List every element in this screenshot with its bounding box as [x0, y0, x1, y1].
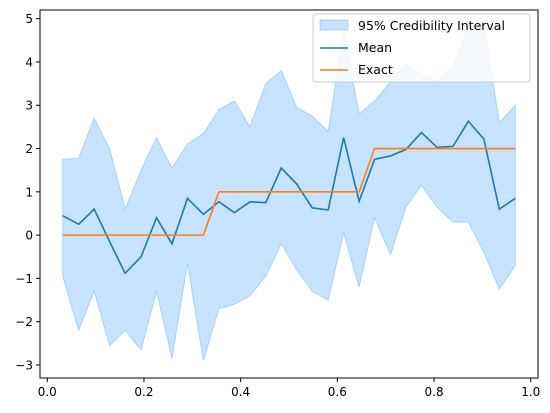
x-tick-label: 0.8 — [425, 385, 444, 399]
legend-label-exact: Exact — [358, 62, 393, 77]
axes-frame — [39, 9, 539, 379]
y-tick-label: 5 — [25, 12, 33, 26]
x-tick-label: 0.0 — [38, 385, 57, 399]
exact-line — [62, 147, 516, 236]
legend-label-mean: Mean — [358, 40, 392, 55]
legend-label-band: 95% Credibility Interval — [358, 18, 505, 33]
y-tick-label: −1 — [15, 272, 33, 286]
y-axis: −3 −2 −1 0 1 2 3 4 5 — [15, 12, 40, 373]
y-tick-label: −2 — [15, 315, 33, 329]
y-tick-label: 4 — [25, 55, 33, 69]
x-tick-label: 1.0 — [521, 385, 540, 399]
x-tick-label: 0.6 — [328, 385, 347, 399]
y-tick-label: 3 — [25, 99, 33, 113]
y-tick-label: 2 — [25, 142, 33, 156]
legend: 95% Credibility Interval Mean Exact — [312, 13, 531, 83]
x-tick-label: 0.4 — [231, 385, 250, 399]
mean-line — [62, 119, 516, 275]
credibility-band — [62, 24, 516, 361]
y-tick-label: 1 — [25, 185, 33, 199]
legend-box — [312, 13, 531, 83]
x-axis: 0.0 0.2 0.4 0.6 0.8 1.0 — [38, 378, 540, 399]
y-tick-label: 0 — [25, 229, 33, 243]
legend-band-swatch — [319, 19, 349, 31]
y-tick-label: −3 — [15, 359, 33, 373]
plot-area — [62, 24, 516, 361]
x-tick-label: 0.2 — [134, 385, 153, 399]
